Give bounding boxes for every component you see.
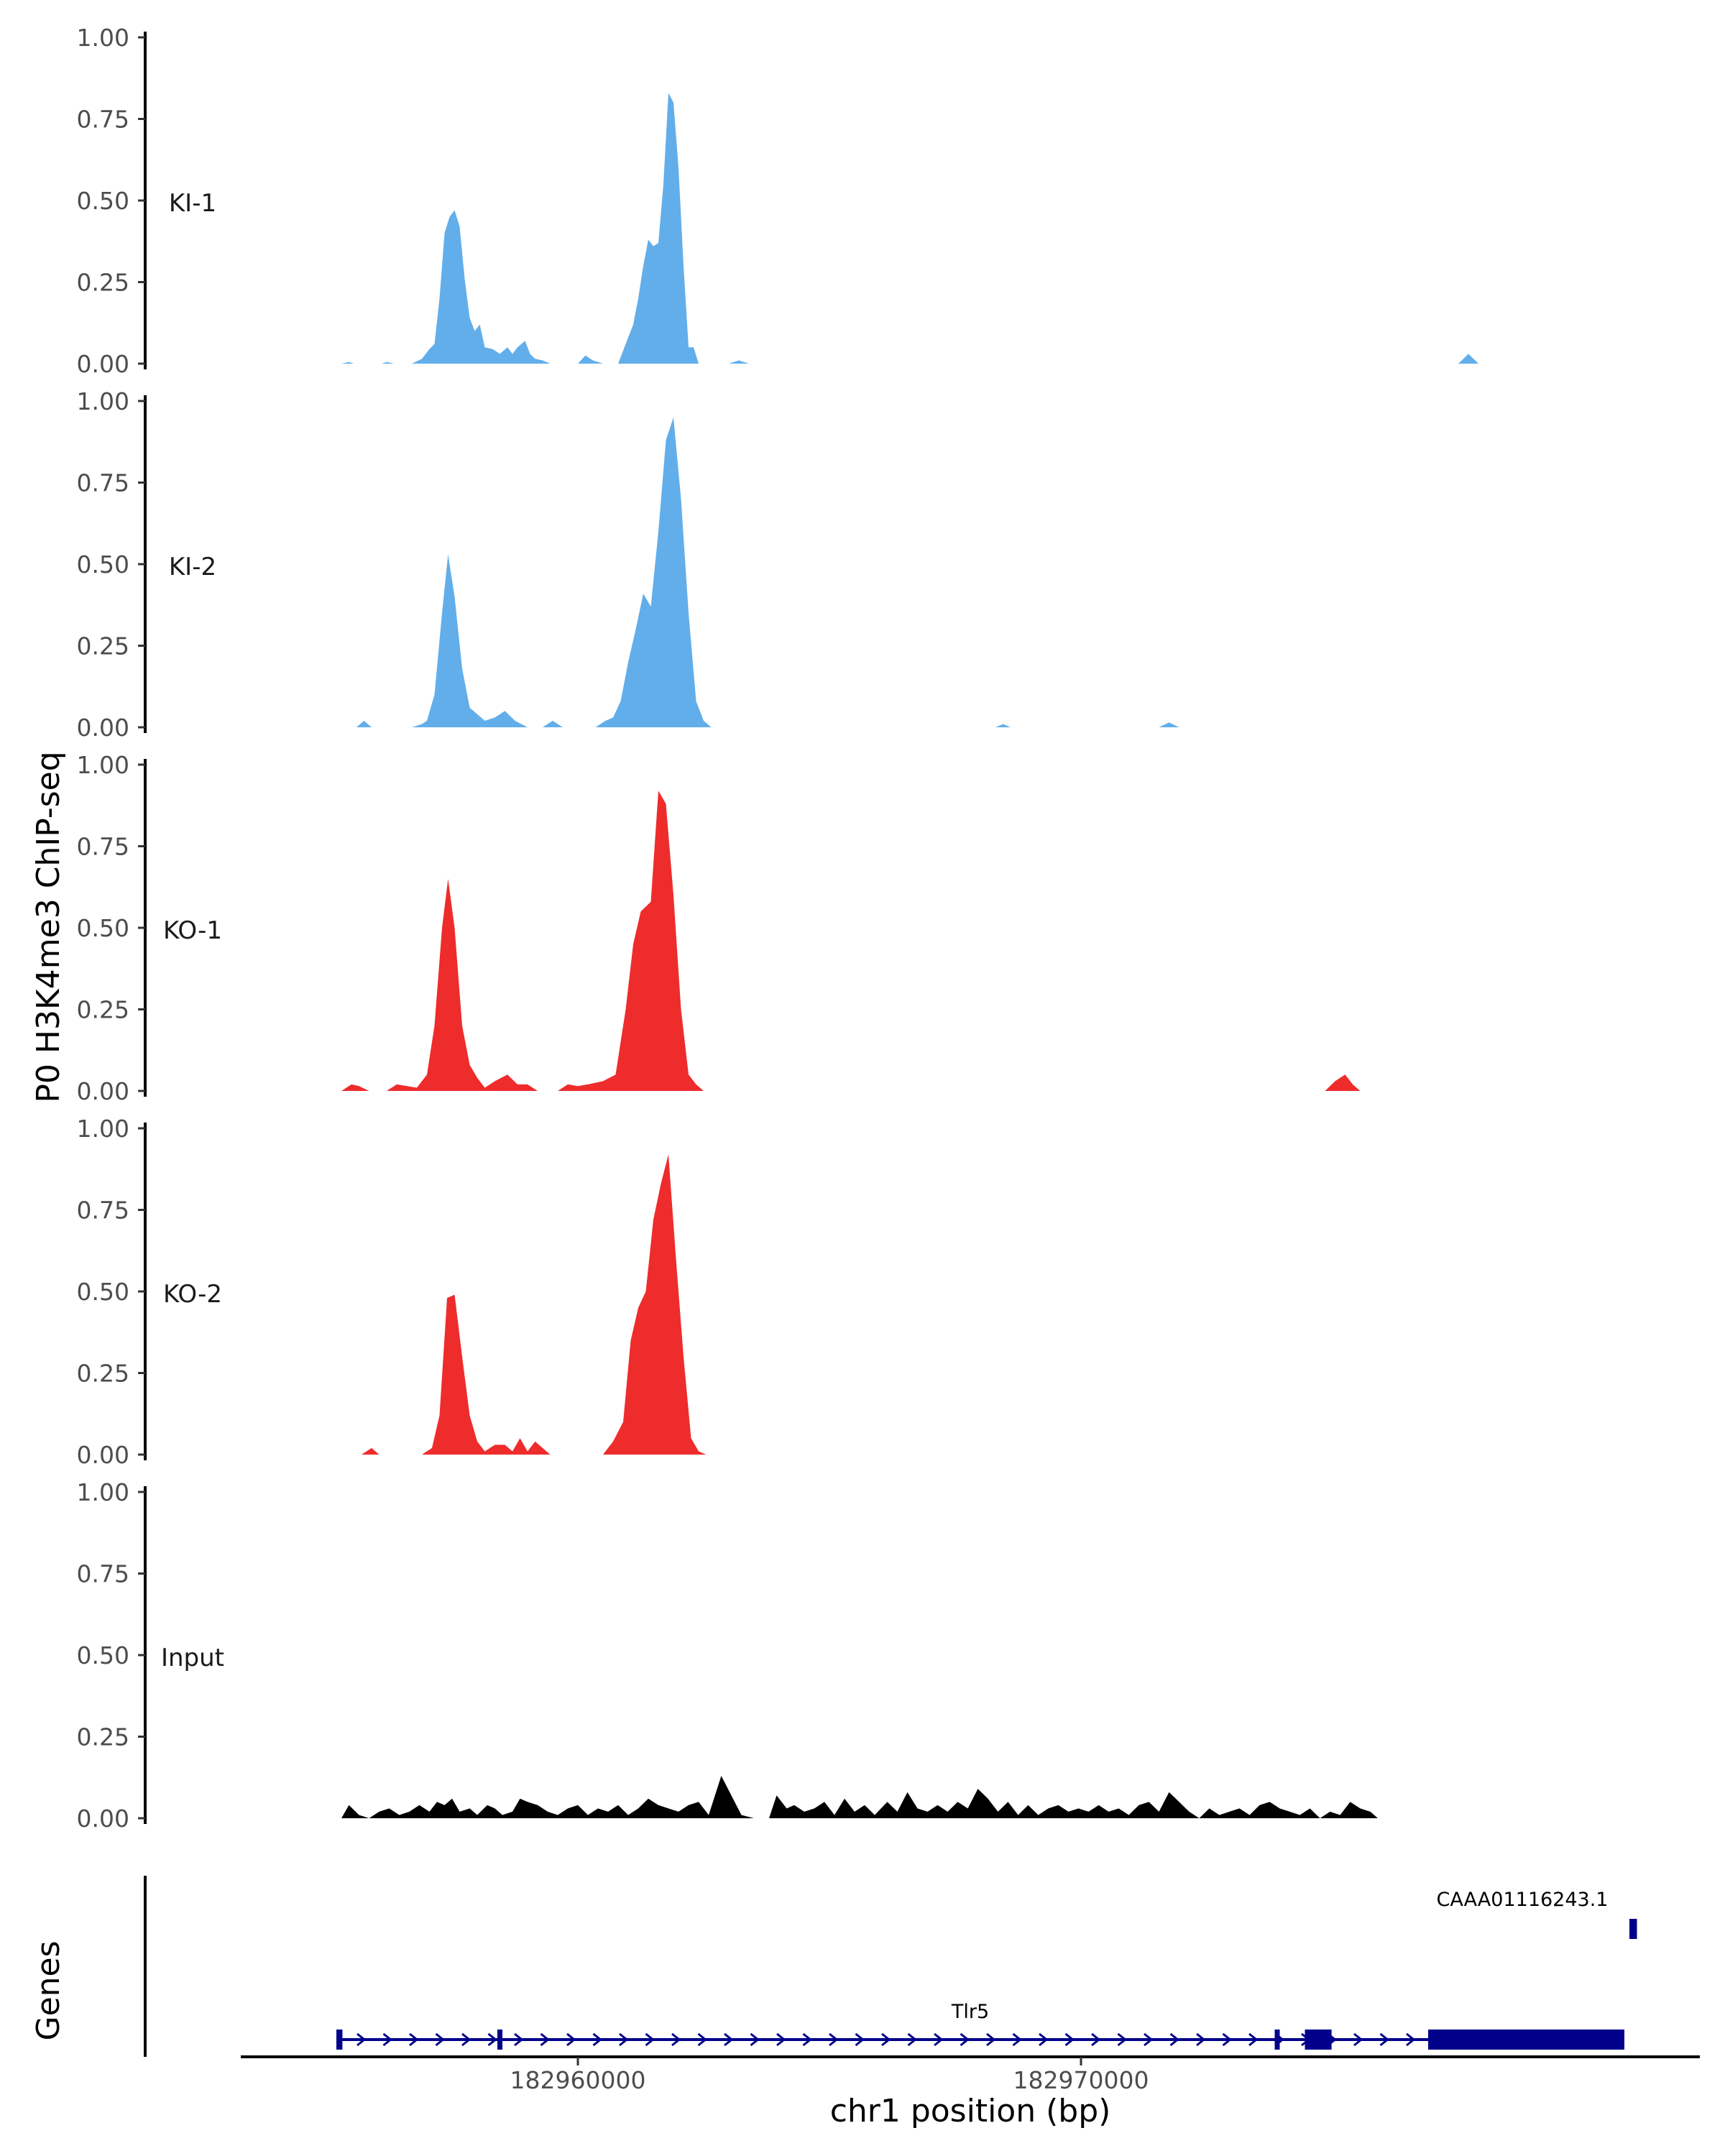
strand-arrow	[382, 2032, 392, 2047]
strand-arrow	[1379, 2032, 1389, 2047]
strand-arrow	[1012, 2032, 1022, 2047]
x-axis-title: chr1 position (bp)	[830, 2093, 1111, 2129]
y-tick-label: 0.75	[77, 469, 129, 497]
x-axis: 182960000 182970000	[241, 2055, 1700, 2094]
strand-arrow	[1406, 2032, 1416, 2047]
gene-exon	[497, 2030, 502, 2050]
strand-arrow	[671, 2032, 681, 2047]
strand-arrow	[1248, 2032, 1259, 2047]
strand-arrow	[1039, 2032, 1049, 2047]
track-ki-2: 0.00 0.25 0.50 0.75 1.00 KI-2	[77, 387, 1179, 742]
coverage-area	[341, 791, 1361, 1091]
strand-arrow	[461, 2032, 472, 2047]
gene-caaa01116243.1: CAAA01116243.1	[1437, 1889, 1637, 1939]
strand-arrow	[881, 2032, 891, 2047]
strand-arrow	[907, 2032, 917, 2047]
track-label: KO-1	[163, 916, 222, 945]
strand-arrow	[1144, 2032, 1154, 2047]
strand-arrow	[1169, 2032, 1179, 2047]
strand-arrow	[619, 2032, 629, 2047]
strand-arrow	[1117, 2032, 1127, 2047]
gene-exon	[1305, 2030, 1332, 2050]
strand-arrow	[487, 2032, 497, 2047]
strand-arrow	[1091, 2032, 1101, 2047]
gene-label: CAAA01116243.1	[1437, 1889, 1609, 1911]
strand-arrow	[540, 2032, 550, 2047]
y-tick-label: 0.25	[77, 1360, 129, 1388]
gene-exon	[1274, 2030, 1280, 2050]
gene-cds	[1445, 2031, 1574, 2048]
strand-arrow	[750, 2032, 760, 2047]
y-tick-label: 0.00	[77, 1077, 129, 1105]
strand-arrow	[409, 2032, 419, 2047]
strand-arrow	[592, 2032, 602, 2047]
track-label: KI-2	[169, 553, 216, 581]
strand-arrow	[1064, 2032, 1075, 2047]
y-tick-label: 0.50	[77, 550, 129, 579]
y-tick-label: 1.00	[77, 1478, 129, 1506]
strand-arrow	[724, 2032, 734, 2047]
y-tick-label: 1.00	[77, 751, 129, 779]
y-tick-label: 0.75	[77, 1560, 129, 1588]
x-tick-label: 182960000	[510, 2066, 646, 2094]
y-tick-label: 0.50	[77, 187, 129, 215]
strand-arrow	[566, 2032, 576, 2047]
genes-track: Tlr5 CAAA01116243.1	[144, 1876, 1637, 2057]
track-input: 0.00 0.25 0.50 0.75 1.00 Input	[77, 1478, 1378, 1833]
y-tick-label: 0.75	[77, 1197, 129, 1225]
strand-arrow	[1196, 2032, 1206, 2047]
y-tick-label: 0.00	[77, 350, 129, 378]
coverage-area	[356, 417, 1179, 727]
y-tick-label: 0.25	[77, 269, 129, 297]
y-tick-label: 0.50	[77, 1641, 129, 1669]
y-tick-label: 0.75	[77, 106, 129, 134]
y-tick-label: 0.75	[77, 833, 129, 861]
y-tick-label: 1.00	[77, 1115, 129, 1143]
track-label: KI-1	[169, 189, 216, 218]
gene-tlr5: Tlr5	[336, 2001, 1624, 2050]
y-tick-label: 0.25	[77, 632, 129, 660]
strand-arrow	[435, 2032, 445, 2047]
y-tick-label: 0.50	[77, 1278, 129, 1306]
track-label: Input	[161, 1644, 224, 1672]
y-tick-label: 0.50	[77, 914, 129, 942]
strand-arrow	[934, 2032, 944, 2047]
strand-arrow	[356, 2032, 367, 2047]
strand-arrow	[829, 2032, 839, 2047]
y-tick-label: 0.25	[77, 996, 129, 1024]
track-ko-2: 0.00 0.25 0.50 0.75 1.00 KO-2	[77, 1115, 707, 1469]
track-ki-1: 0.00 0.25 0.50 0.75 1.00 KI-1	[77, 24, 1478, 378]
y-tick-label: 0.00	[77, 1441, 129, 1469]
coverage-area	[341, 1776, 1378, 1818]
strand-arrow	[776, 2032, 786, 2047]
strand-arrow	[697, 2032, 707, 2047]
y-axis-title: P0 H3K4me3 ChIP-seq	[30, 751, 67, 1102]
strand-arrow	[514, 2032, 524, 2047]
strand-arrow	[986, 2032, 996, 2047]
strand-arrow	[1222, 2032, 1232, 2047]
strand-arrow	[1353, 2032, 1363, 2047]
strand-arrow	[645, 2032, 655, 2047]
track-label: KO-2	[163, 1280, 222, 1309]
y-tick-label: 0.25	[77, 1723, 129, 1751]
genes-axis-title: Genes	[30, 1940, 67, 2040]
coverage-tracks: 0.00 0.25 0.50 0.75 1.00 KI-1 0.00 0.25 0.50 0.75…	[77, 24, 1478, 1833]
strand-arrow	[855, 2032, 865, 2047]
track-ko-1: 0.00 0.25 0.50 0.75 1.00 KO-1	[77, 751, 1361, 1105]
gene-label: Tlr5	[951, 2001, 989, 2023]
x-tick-label: 182970000	[1013, 2066, 1149, 2094]
y-tick-label: 1.00	[77, 24, 129, 52]
strand-arrow	[960, 2032, 970, 2047]
strand-arrow	[802, 2032, 812, 2047]
coverage-area	[341, 93, 1478, 364]
y-tick-label: 0.00	[77, 714, 129, 742]
gene-exon	[336, 2030, 343, 2050]
y-tick-label: 0.00	[77, 1805, 129, 1833]
coverage-area	[362, 1154, 707, 1455]
gene-exon	[1629, 1919, 1637, 1939]
y-tick-label: 1.00	[77, 387, 129, 415]
